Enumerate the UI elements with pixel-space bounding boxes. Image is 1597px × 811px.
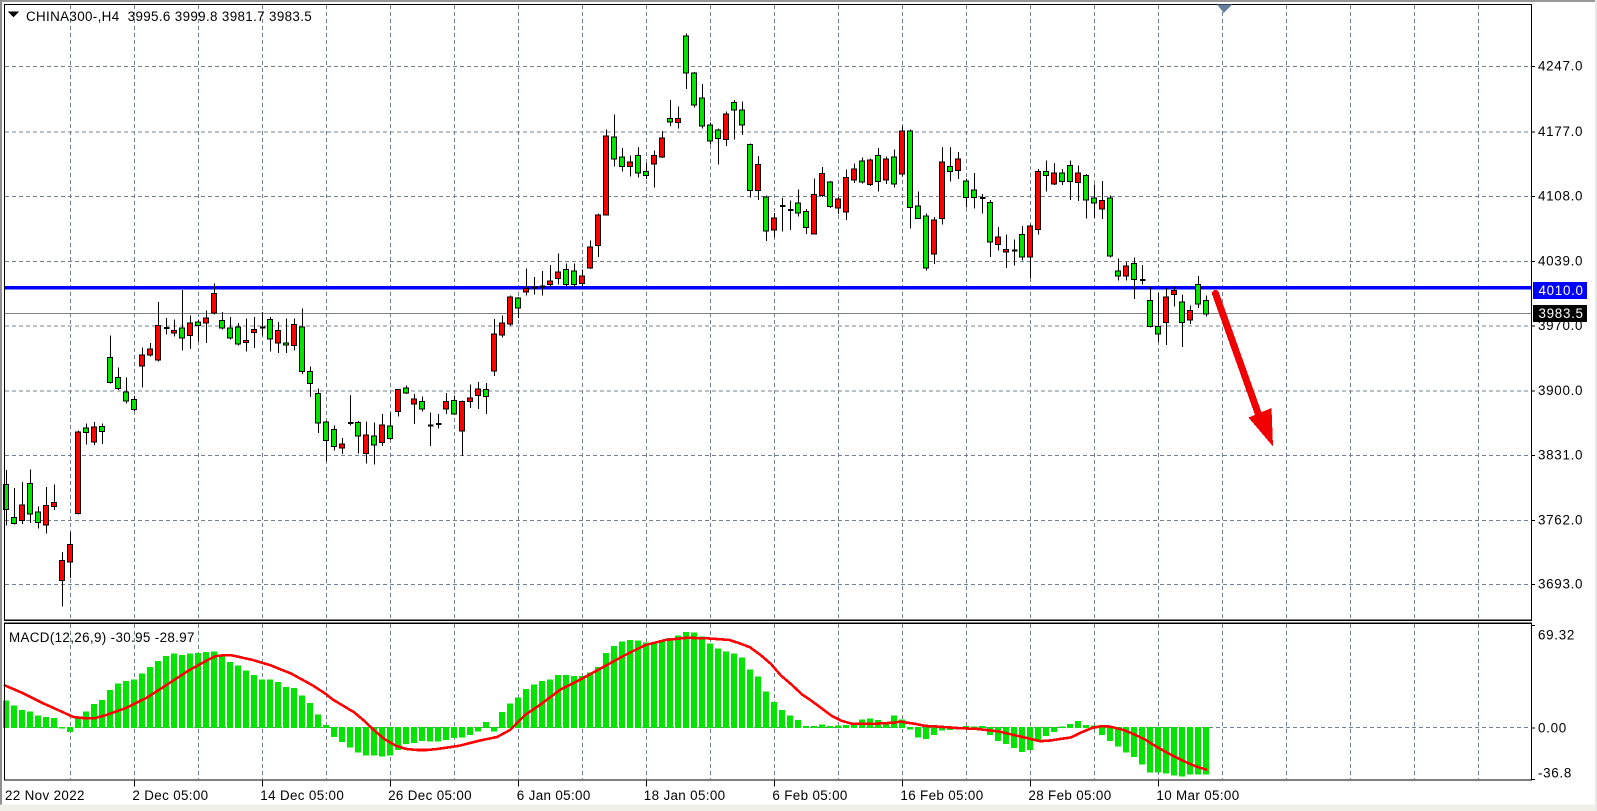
svg-text:3900.0: 3900.0 <box>1538 383 1583 398</box>
svg-text:10 Mar 05:00: 10 Mar 05:00 <box>1156 788 1239 803</box>
svg-text:26 Dec 05:00: 26 Dec 05:00 <box>388 788 472 803</box>
svg-text:2 Dec 05:00: 2 Dec 05:00 <box>132 788 208 803</box>
svg-text:69.32: 69.32 <box>1538 627 1575 642</box>
svg-text:4247.0: 4247.0 <box>1538 59 1583 74</box>
svg-text:4039.0: 4039.0 <box>1538 254 1583 269</box>
svg-text:MACD(12,26,9) -30.95 -28.97: MACD(12,26,9) -30.95 -28.97 <box>9 630 195 645</box>
svg-text:3831.0: 3831.0 <box>1538 448 1583 463</box>
svg-text:6 Feb 05:00: 6 Feb 05:00 <box>772 788 847 803</box>
svg-text:3983.5: 3983.5 <box>1539 306 1584 321</box>
svg-text:3693.0: 3693.0 <box>1538 577 1583 592</box>
svg-text:28 Feb 05:00: 28 Feb 05:00 <box>1028 788 1111 803</box>
svg-text:0.00: 0.00 <box>1538 720 1567 735</box>
svg-text:4108.0: 4108.0 <box>1538 189 1583 204</box>
svg-text:3762.0: 3762.0 <box>1538 513 1583 528</box>
svg-text:14 Dec 05:00: 14 Dec 05:00 <box>260 788 344 803</box>
svg-text:CHINA300-,H4 3995.6 3999.8 39: CHINA300-,H4 3995.6 3999.8 3981.7 3983.5 <box>26 9 312 24</box>
svg-text:6 Jan 05:00: 6 Jan 05:00 <box>517 788 591 803</box>
svg-text:22 Nov 2022: 22 Nov 2022 <box>5 788 85 803</box>
svg-text:4010.0: 4010.0 <box>1539 283 1584 298</box>
svg-text:16 Feb 05:00: 16 Feb 05:00 <box>900 788 983 803</box>
svg-text:18 Jan 05:00: 18 Jan 05:00 <box>644 788 726 803</box>
svg-text:-36.8: -36.8 <box>1538 765 1572 780</box>
svg-text:4177.0: 4177.0 <box>1538 124 1583 139</box>
